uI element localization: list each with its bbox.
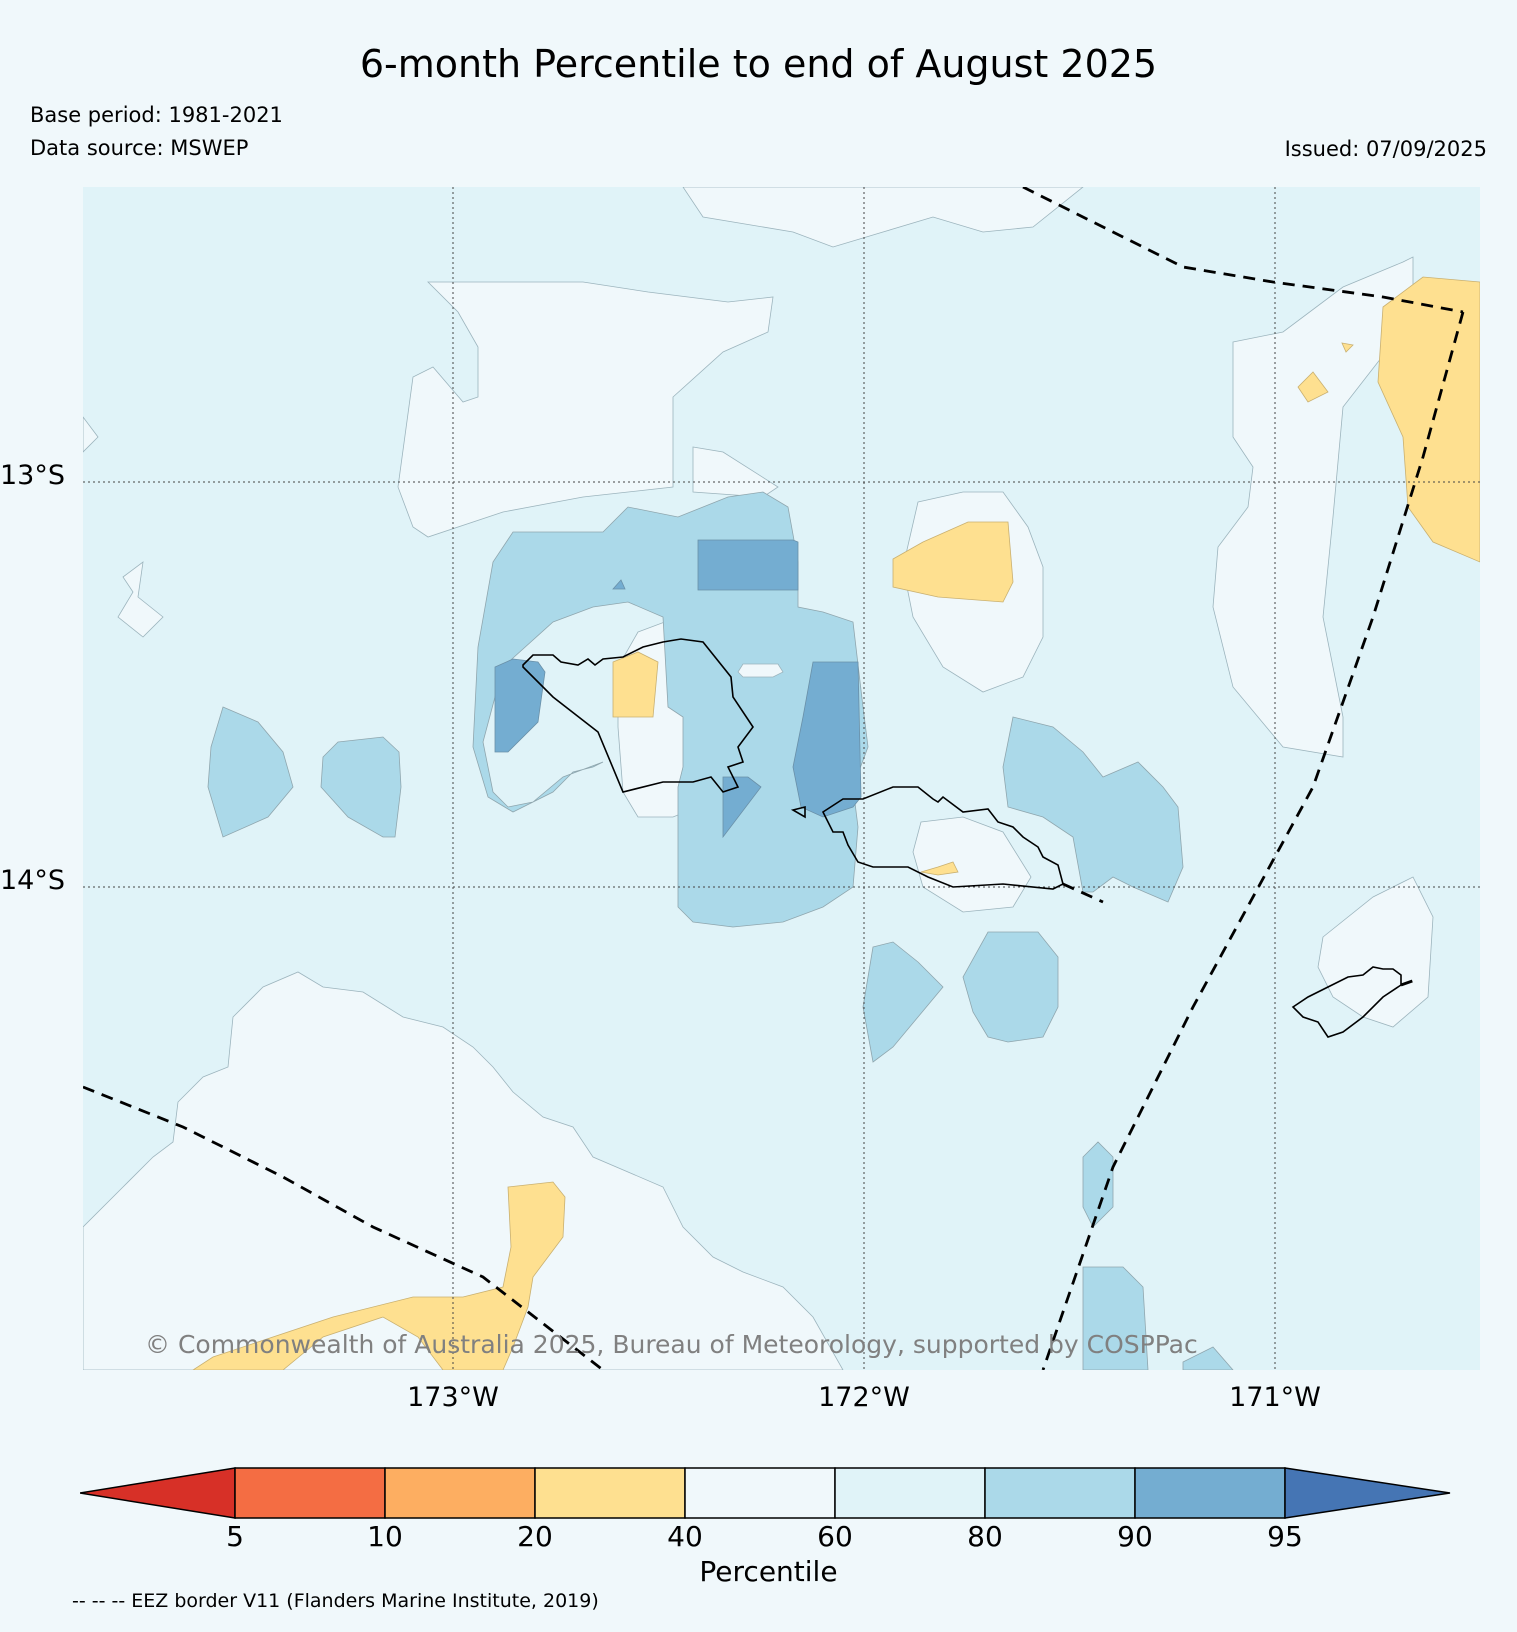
colorbar-swatch-5-10 xyxy=(234,1467,386,1519)
percentile-map[interactable] xyxy=(83,187,1480,1370)
lon-label-173w: 173°W xyxy=(407,1382,499,1413)
colorbar-tick: 95 xyxy=(1267,1520,1303,1553)
contour-40-60-strip xyxy=(737,663,784,678)
coastline-savaii xyxy=(522,638,754,793)
colorbar-tick: 60 xyxy=(817,1520,853,1553)
colorbar-swatch-above-95 xyxy=(1284,1467,1451,1519)
eez-border-east xyxy=(1041,311,1465,1370)
lon-label-172w: 172°W xyxy=(818,1382,910,1413)
contour-90-95-north xyxy=(697,539,799,591)
contour-20-40-savaii xyxy=(612,651,659,718)
colorbar-swatch-60-80 xyxy=(834,1467,986,1519)
contour-80-90-e3 xyxy=(962,931,1059,1043)
contour-80-90-se xyxy=(1082,1141,1114,1228)
contour-90-95-west xyxy=(494,658,546,753)
contour-80-90-s1 xyxy=(1082,1266,1149,1370)
contour-80-90-s2 xyxy=(1182,1346,1234,1370)
colorbar-swatch-20-40 xyxy=(534,1467,686,1519)
colorbar-tick: 90 xyxy=(1117,1520,1153,1553)
contour-20-40-upolu xyxy=(920,861,959,876)
data-source: Data source: MSWEP xyxy=(30,136,249,160)
contour-80-90-e1 xyxy=(1002,716,1184,903)
contour-20-40-e-small2 xyxy=(1341,342,1354,353)
contour-40-60-small-north xyxy=(692,446,779,498)
eez-border-tutuila xyxy=(1400,977,1419,987)
contour-20-40-north-east xyxy=(892,521,1014,603)
contour-20-40-e-small1 xyxy=(1297,371,1329,403)
colorbar xyxy=(79,1465,1460,1525)
contour-90-95-dot xyxy=(612,579,626,590)
colorbar-tick: 5 xyxy=(226,1520,244,1553)
eez-border-north xyxy=(1022,187,1464,314)
colorbar-tick: 40 xyxy=(667,1520,703,1553)
colorbar-tick: 80 xyxy=(967,1520,1003,1553)
contour-90-95-south xyxy=(722,776,762,839)
colorbar-swatch-below-5 xyxy=(79,1467,236,1519)
colorbar-label: Percentile xyxy=(699,1555,838,1588)
contour-80-90-w1 xyxy=(207,706,294,838)
lon-label-171w: 171°W xyxy=(1229,1382,1321,1413)
eez-legend-note: -- -- -- EEZ border V11 (Flanders Marine… xyxy=(72,1590,599,1612)
colorbar-tick: 20 xyxy=(517,1520,553,1553)
colorbar-swatch-90-95 xyxy=(1134,1467,1286,1519)
colorbar-swatch-40-60 xyxy=(684,1467,836,1519)
contour-20-40-south1 xyxy=(192,1181,566,1370)
base-period: Base period: 1981-2021 xyxy=(30,103,283,127)
contour-40-60-south xyxy=(83,971,844,1370)
coastline-upolu xyxy=(821,786,1064,890)
contour-80-90-w2 xyxy=(320,736,402,838)
coastline-tutuila xyxy=(1291,966,1402,1038)
colorbar-tick: 10 xyxy=(367,1520,403,1553)
lat-label-13s: 13°S xyxy=(0,460,65,491)
contour-40-60-west-spur xyxy=(117,561,164,638)
issued-date: Issued: 07/09/2025 xyxy=(1284,137,1487,161)
coastline-islet1 xyxy=(790,805,806,819)
colorbar-swatch-80-90 xyxy=(984,1467,1136,1519)
colorbar-swatch-10-20 xyxy=(384,1467,536,1519)
contour-80-90-e2 xyxy=(862,941,944,1063)
eez-border-upolu xyxy=(1062,882,1104,904)
contour-40-60-top-edge xyxy=(682,187,1084,248)
contour-90-95-central xyxy=(792,661,862,818)
map-title: 6-month Percentile to end of August 2025 xyxy=(359,42,1158,86)
contour-40-60-upolu-east xyxy=(912,816,1032,913)
contour-40-60-north xyxy=(397,281,774,538)
copyright-watermark: © Commonwealth of Australia 2025, Bureau… xyxy=(145,1330,1198,1359)
eez-border-south xyxy=(83,1085,604,1370)
contour-40-60-east xyxy=(1212,256,1414,758)
contour-40-60-west-edge xyxy=(83,416,99,453)
lat-label-14s: 14°S xyxy=(0,865,65,896)
contour-20-40-east-edge xyxy=(1377,276,1480,563)
